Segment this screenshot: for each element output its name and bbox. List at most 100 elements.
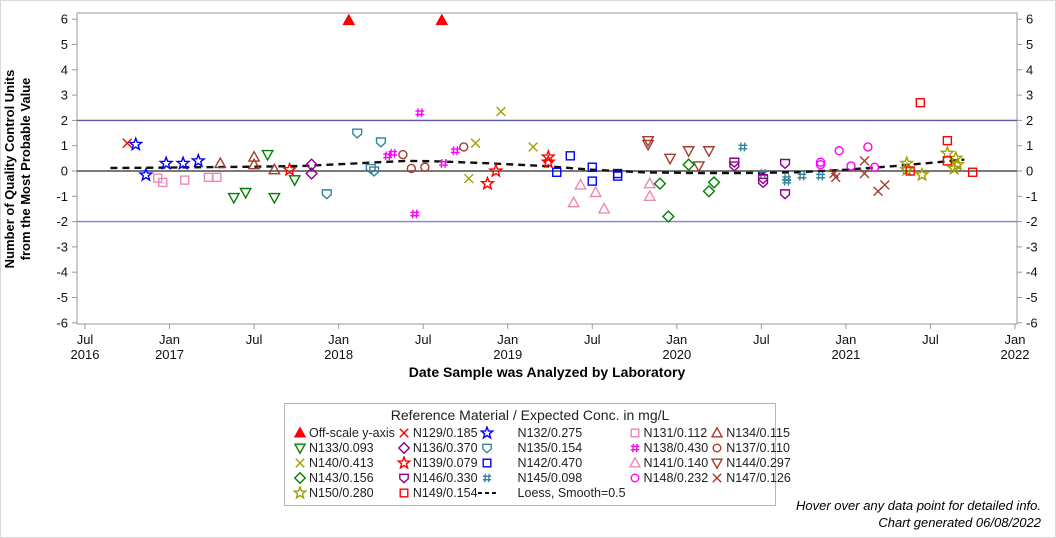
data-point-N138[interactable] bbox=[383, 151, 393, 161]
data-point-N133[interactable] bbox=[267, 192, 281, 205]
data-point-N139[interactable] bbox=[488, 162, 504, 178]
data-point-N148[interactable] bbox=[815, 159, 826, 170]
data-point-N142[interactable] bbox=[587, 176, 597, 186]
data-point-N138[interactable] bbox=[410, 209, 420, 219]
data-point-N132[interactable] bbox=[158, 155, 174, 171]
data-point-N145[interactable] bbox=[797, 171, 807, 181]
data-point-N131[interactable] bbox=[180, 175, 190, 185]
data-point-N140[interactable] bbox=[463, 173, 474, 184]
data-point-N141[interactable] bbox=[589, 185, 603, 198]
data-point-N138[interactable] bbox=[388, 148, 398, 158]
data-point-N129[interactable] bbox=[122, 138, 133, 149]
data-point-N142[interactable] bbox=[565, 151, 575, 161]
data-point-N135[interactable] bbox=[352, 128, 363, 139]
data-point-N132[interactable] bbox=[127, 136, 144, 152]
data-point-N135[interactable] bbox=[369, 166, 380, 177]
data-point-N148[interactable] bbox=[863, 142, 873, 152]
data-point-N132[interactable] bbox=[190, 152, 207, 168]
data-point-N149[interactable] bbox=[968, 167, 978, 177]
data-point-N146[interactable] bbox=[729, 161, 740, 172]
data-point-N137[interactable] bbox=[398, 149, 408, 160]
data-point-N138[interactable] bbox=[439, 158, 448, 168]
data-point-N133[interactable] bbox=[227, 192, 241, 205]
data-point-N143[interactable] bbox=[702, 184, 716, 198]
data-point-N141[interactable] bbox=[574, 178, 587, 190]
data-point-N135[interactable] bbox=[321, 189, 332, 200]
data-point-N145[interactable] bbox=[816, 171, 825, 181]
data-point-N144[interactable] bbox=[641, 135, 655, 148]
data-point-offscale[interactable] bbox=[435, 13, 449, 26]
data-point-N146[interactable] bbox=[757, 177, 769, 189]
data-point-N142[interactable] bbox=[552, 167, 562, 177]
data-point-N139[interactable] bbox=[540, 148, 557, 164]
data-point-N150[interactable] bbox=[946, 160, 962, 176]
data-point-N131[interactable] bbox=[203, 172, 214, 183]
data-point-N138[interactable] bbox=[415, 108, 425, 118]
data-point-N132[interactable] bbox=[175, 155, 191, 171]
data-point-N134[interactable] bbox=[213, 156, 227, 169]
data-point-N147[interactable] bbox=[859, 168, 870, 179]
data-point-N145[interactable] bbox=[758, 169, 768, 178]
data-point-N146[interactable] bbox=[779, 189, 791, 200]
data-point-N147[interactable] bbox=[879, 180, 890, 190]
data-point-N141[interactable] bbox=[567, 195, 581, 208]
data-point-N133[interactable] bbox=[239, 187, 253, 200]
data-point-N149[interactable] bbox=[915, 97, 926, 108]
data-point-N143[interactable] bbox=[707, 175, 721, 189]
data-point-N131[interactable] bbox=[158, 177, 168, 188]
data-point-N142[interactable] bbox=[587, 162, 597, 172]
data-point-N141[interactable] bbox=[643, 176, 657, 189]
data-point-N145[interactable] bbox=[782, 176, 792, 186]
data-point-N137[interactable] bbox=[406, 163, 417, 174]
data-point-N145[interactable] bbox=[738, 142, 748, 152]
data-point-N137[interactable] bbox=[420, 162, 430, 172]
data-point-N144[interactable] bbox=[702, 146, 716, 158]
data-point-N139[interactable] bbox=[540, 153, 557, 169]
data-point-N135[interactable] bbox=[365, 163, 376, 175]
data-point-N138[interactable] bbox=[450, 146, 460, 156]
data-point-N145[interactable] bbox=[782, 174, 792, 184]
data-point-N141[interactable] bbox=[597, 202, 611, 214]
data-point-N150[interactable] bbox=[914, 166, 930, 182]
data-point-offscale[interactable] bbox=[342, 13, 356, 26]
data-point-N150[interactable] bbox=[898, 155, 915, 171]
data-point-N131[interactable] bbox=[212, 172, 222, 183]
data-point-N148[interactable] bbox=[869, 162, 880, 172]
data-point-N134[interactable] bbox=[247, 150, 261, 162]
data-point-N134[interactable] bbox=[247, 157, 261, 170]
data-point-N141[interactable] bbox=[643, 189, 657, 202]
data-point-N136[interactable] bbox=[305, 167, 318, 180]
data-point-N133[interactable] bbox=[261, 149, 275, 162]
data-point-N144[interactable] bbox=[663, 153, 677, 166]
data-point-N149[interactable] bbox=[942, 156, 953, 166]
data-point-N132[interactable] bbox=[138, 166, 154, 182]
data-point-N149[interactable] bbox=[905, 166, 915, 176]
data-point-N134[interactable] bbox=[267, 162, 281, 175]
data-point-N139[interactable] bbox=[281, 161, 298, 177]
data-point-N142[interactable] bbox=[612, 171, 623, 181]
data-point-N135[interactable] bbox=[375, 137, 387, 148]
data-point-N136[interactable] bbox=[305, 158, 318, 172]
data-point-N140[interactable] bbox=[496, 106, 506, 117]
x-axis-label: Date Sample was Analyzed by Laboratory bbox=[408, 364, 686, 380]
data-point-N139[interactable] bbox=[479, 175, 496, 191]
data-point-N148[interactable] bbox=[834, 146, 844, 156]
data-point-N144[interactable] bbox=[682, 146, 696, 158]
data-point-N144[interactable] bbox=[692, 161, 706, 173]
data-point-N143[interactable] bbox=[653, 177, 667, 191]
data-point-N147[interactable] bbox=[859, 155, 870, 166]
data-point-N133[interactable] bbox=[288, 175, 302, 187]
data-point-N150[interactable] bbox=[939, 145, 956, 160]
data-point-N143[interactable] bbox=[661, 210, 675, 223]
data-point-N137[interactable] bbox=[459, 142, 469, 152]
data-point-N148[interactable] bbox=[815, 157, 826, 167]
data-point-N150[interactable] bbox=[949, 156, 966, 172]
data-point-N140[interactable] bbox=[470, 138, 481, 149]
data-point-N140[interactable] bbox=[528, 142, 538, 152]
data-point-N148[interactable] bbox=[846, 161, 856, 171]
data-point-N147[interactable] bbox=[830, 172, 841, 183]
data-point-N143[interactable] bbox=[682, 158, 696, 172]
data-point-N144[interactable] bbox=[641, 139, 655, 152]
data-point-N146[interactable] bbox=[779, 158, 791, 170]
data-point-N149[interactable] bbox=[942, 135, 953, 146]
